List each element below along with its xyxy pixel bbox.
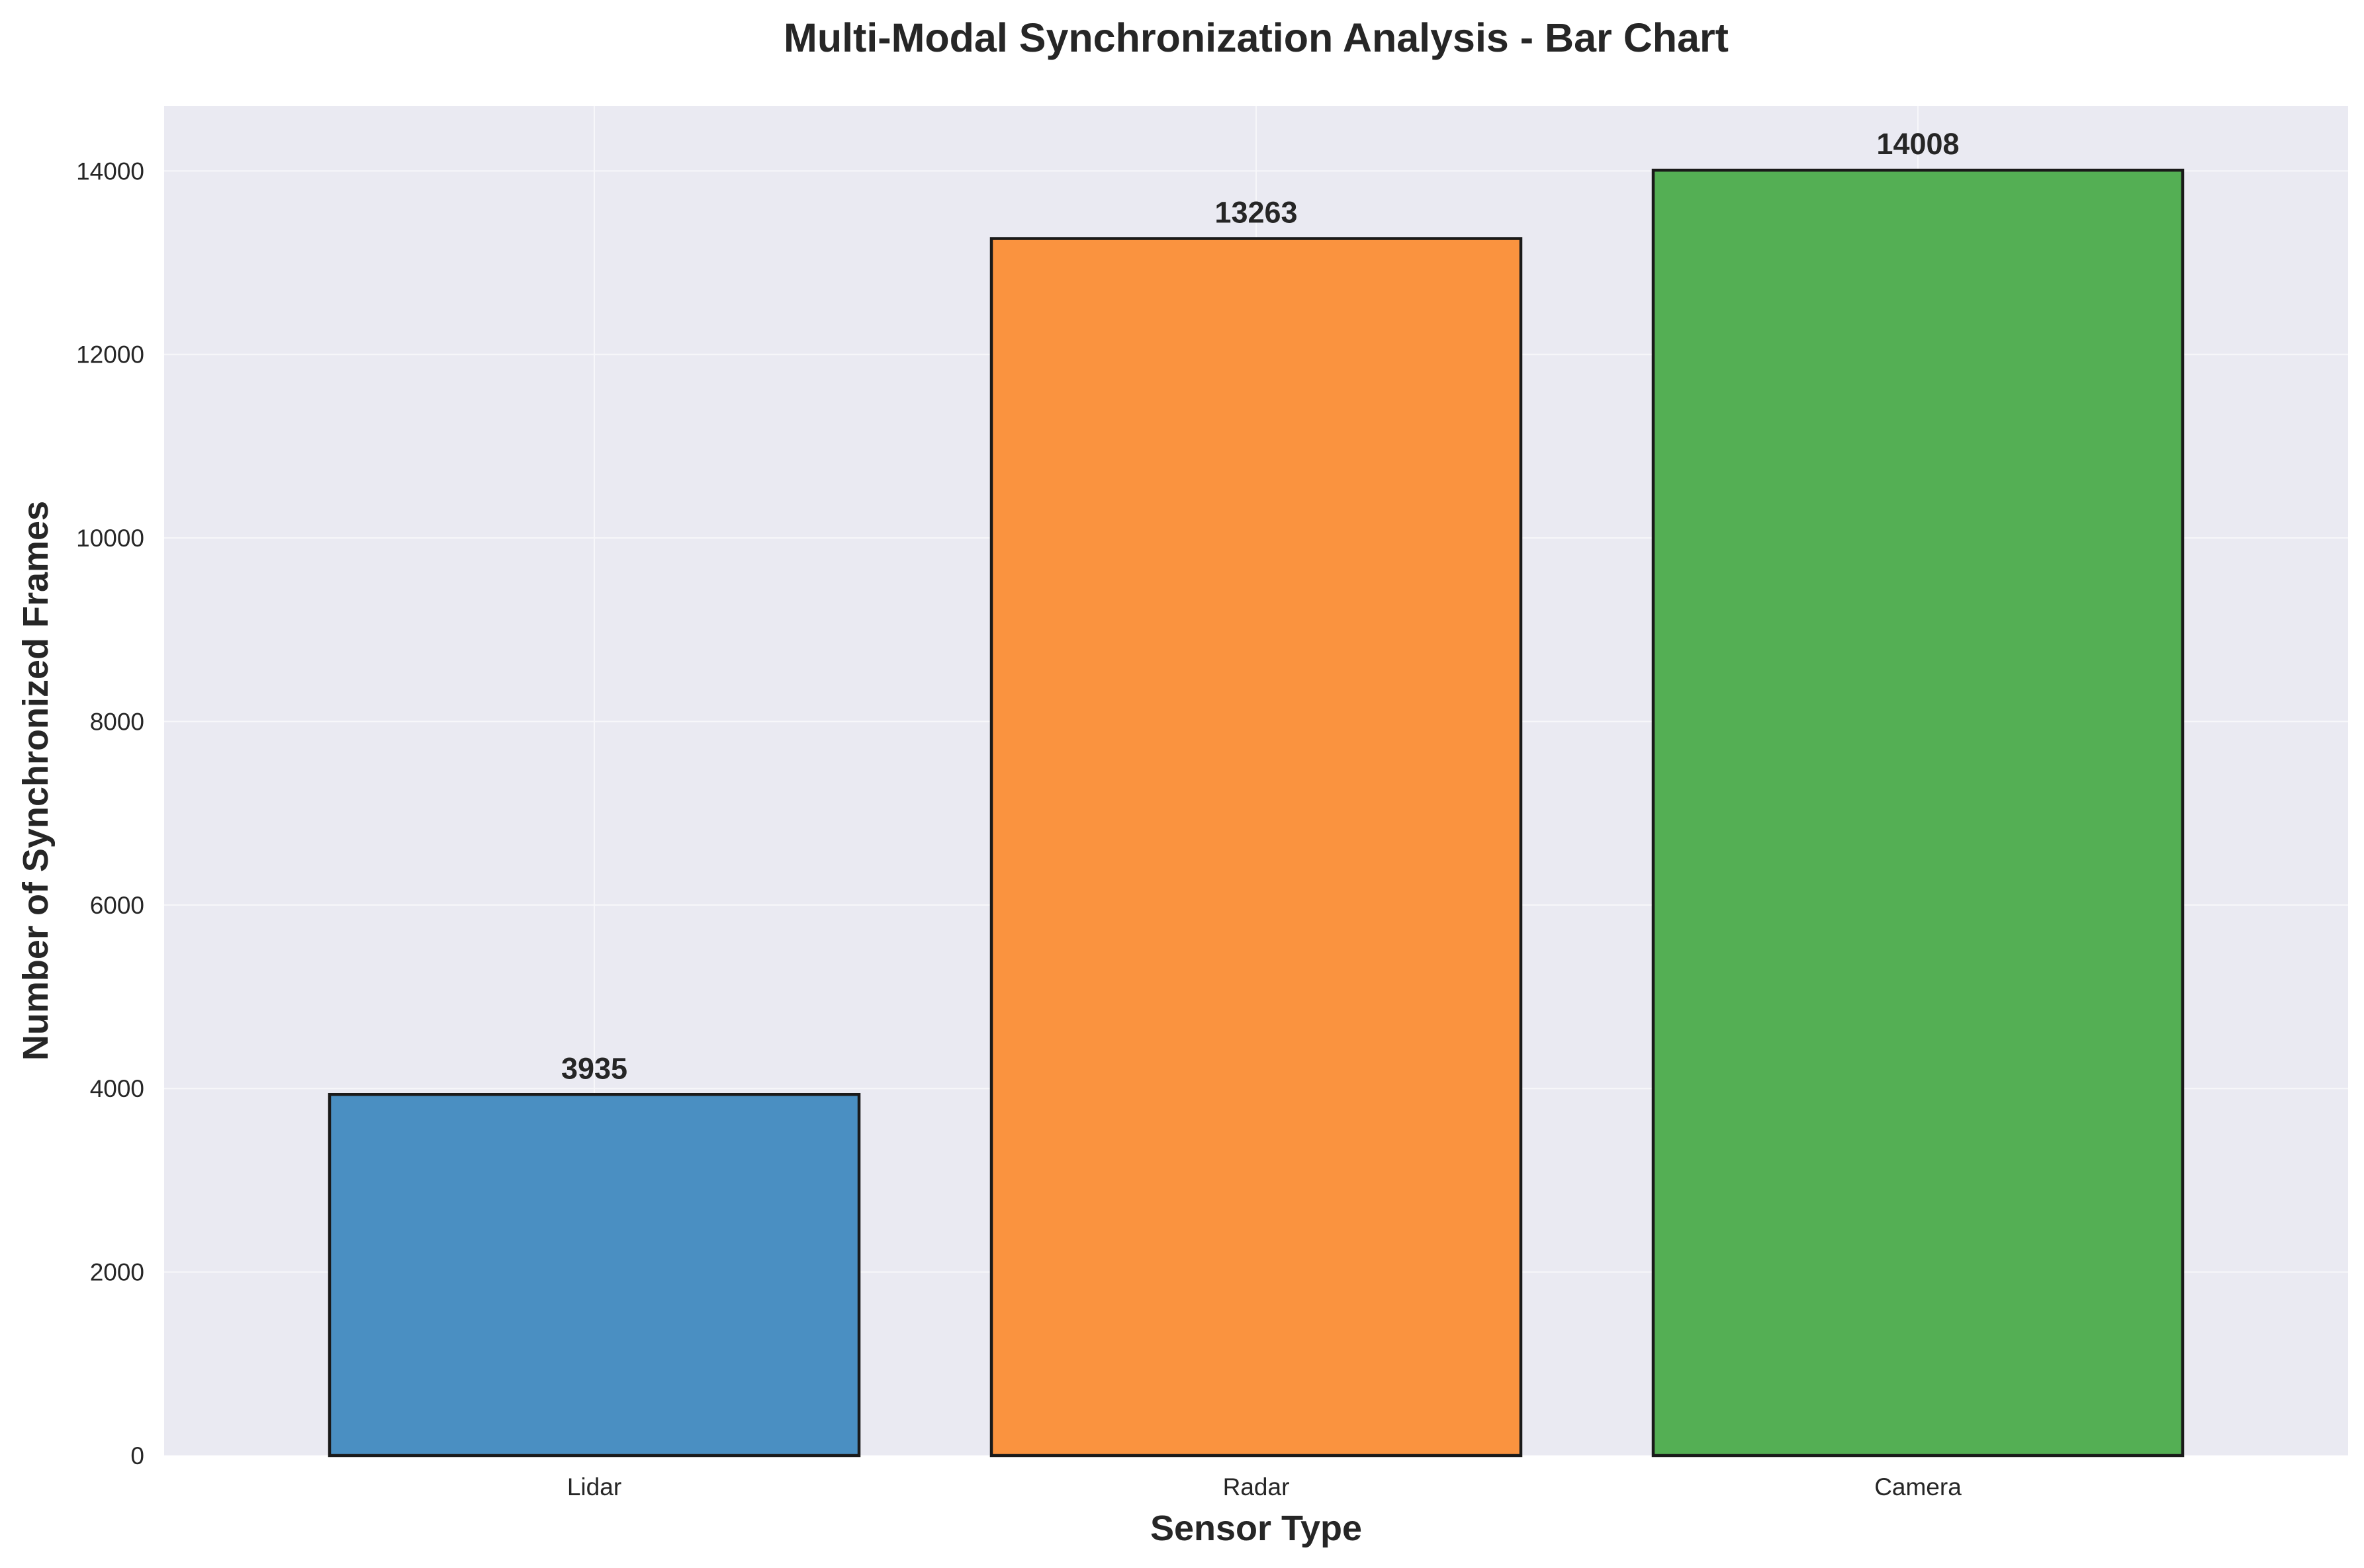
bars xyxy=(328,168,2185,1458)
y-tick-label: 8000 xyxy=(90,708,144,735)
data-label-radar: 13263 xyxy=(1214,196,1297,230)
data-label-camera: 14008 xyxy=(1876,127,1959,161)
data-labels: 3935 13263 14008 xyxy=(561,127,1960,1085)
x-axis-label: Sensor Type xyxy=(1150,1508,1362,1548)
x-axis-ticks: Lidar Radar Camera xyxy=(567,1473,1962,1501)
y-axis-label: Number of Synchronized Frames xyxy=(16,501,56,1061)
y-tick-label: 0 xyxy=(130,1442,144,1469)
x-tick-label: Camera xyxy=(1874,1473,1962,1501)
y-tick-label: 2000 xyxy=(90,1259,144,1286)
x-tick-label: Radar xyxy=(1223,1473,1290,1501)
chart-title: Multi-Modal Synchronization Analysis - B… xyxy=(784,15,1729,60)
data-label-lidar: 3935 xyxy=(561,1051,627,1085)
y-tick-label: 10000 xyxy=(76,525,144,552)
y-tick-label: 6000 xyxy=(90,892,144,919)
y-tick-label: 12000 xyxy=(76,341,144,369)
bar-camera xyxy=(1651,168,2185,1458)
bar-radar xyxy=(989,237,1523,1458)
bar-lidar xyxy=(328,1093,861,1458)
y-tick-label: 14000 xyxy=(76,157,144,185)
x-tick-label: Lidar xyxy=(567,1473,621,1501)
y-tick-label: 4000 xyxy=(90,1075,144,1102)
y-axis-ticks: 0 2000 4000 6000 8000 10000 12000 14000 xyxy=(76,157,144,1469)
